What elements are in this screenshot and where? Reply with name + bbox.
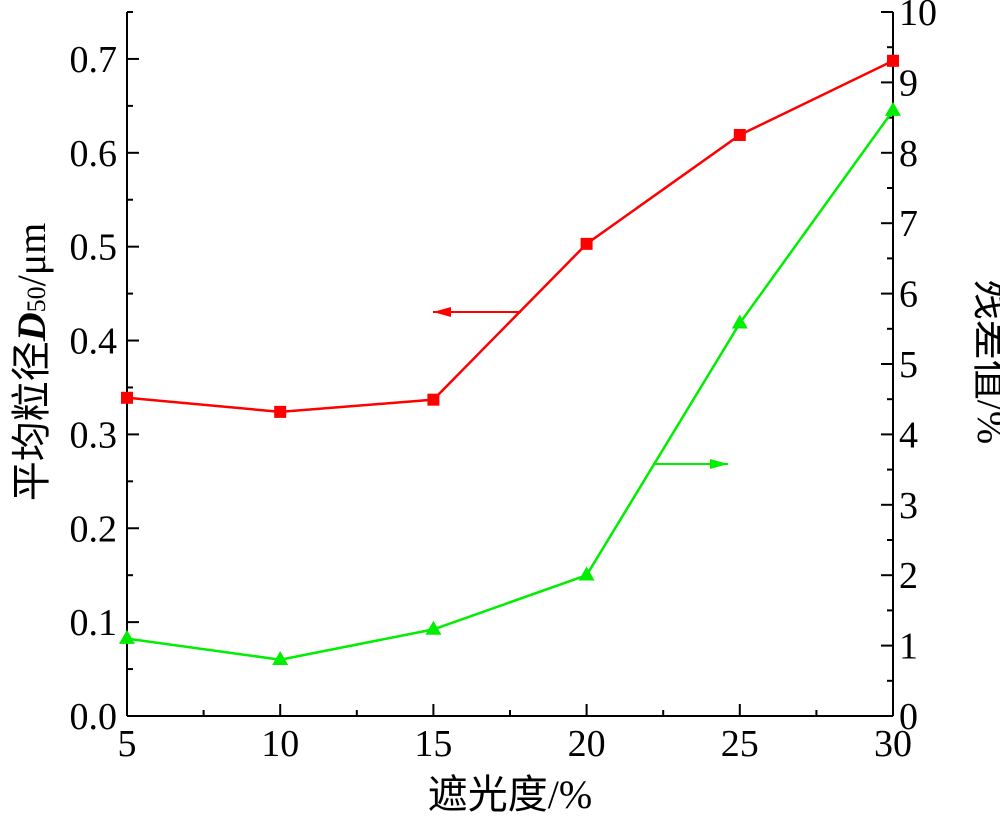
data-point-triangle (731, 314, 748, 329)
right-y-tick-label: 0 (899, 696, 918, 738)
data-point-square (580, 237, 593, 250)
series (119, 54, 901, 665)
left-y-axis-title-sub: 50 (22, 286, 51, 312)
series-residual (119, 101, 901, 665)
x-tick-label: 10 (261, 723, 299, 765)
left-y-tick-label: 0.4 (70, 321, 118, 363)
x-tick-label: 20 (568, 723, 606, 765)
arrow-to-left-axis (433, 307, 521, 317)
left-y-tick-label: 0.3 (70, 414, 118, 456)
left-y-tick-label: 0.5 (70, 227, 118, 269)
left-y-axis-title-prefix: 平均粒径 (9, 341, 54, 501)
left-y-tick-label: 0.0 (70, 696, 118, 738)
x-tick-label: 25 (721, 723, 759, 765)
right-y-tick-label: 10 (899, 0, 937, 34)
right-y-tick-label: 8 (899, 133, 918, 175)
data-point-square (274, 405, 287, 418)
left-y-axis-title: 平均粒径D50/μm (9, 223, 54, 502)
ticks: 5 10 15 20 25 30 0.0 0.1 0.2 0.3 0.4 0.5 0.6 0.7 0 1 2 3 4… (70, 0, 938, 765)
left-y-tick-label: 0.2 (70, 508, 118, 550)
data-point-square (733, 128, 746, 141)
data-point-square (427, 393, 440, 406)
left-y-tick-label: 0.6 (70, 133, 118, 175)
data-point-triangle (272, 651, 289, 665)
right-y-axis-title: 残差值/% (969, 280, 1000, 444)
left-y-axis-title-var: D (9, 312, 54, 342)
x-axis-title: 遮光度/% (428, 772, 592, 817)
left-y-tick-label: 0.1 (70, 602, 118, 644)
x-tick-label: 30 (874, 723, 912, 765)
series-line (126, 59, 894, 414)
data-point-square (887, 54, 899, 67)
arrow-head (710, 459, 728, 469)
data-point-triangle (578, 566, 595, 581)
arrow-to-right-axis (653, 459, 728, 469)
right-y-tick-label: 9 (899, 62, 918, 104)
annotations (433, 307, 728, 469)
right-y-tick-label: 5 (899, 344, 918, 386)
data-point-triangle (885, 101, 901, 116)
x-tick-label: 5 (118, 723, 137, 765)
right-y-tick-label: 3 (899, 485, 918, 527)
data-point-triangle (119, 629, 135, 644)
left-y-tick-label: 0.7 (70, 39, 118, 81)
right-y-tick-label: 7 (899, 203, 918, 245)
x-tick-label: 15 (414, 723, 452, 765)
data-point-triangle (425, 620, 442, 635)
arrow-head (433, 307, 451, 317)
left-y-axis-title-suffix: /μm (9, 223, 54, 287)
right-y-tick-label: 4 (899, 414, 918, 456)
series-d50 (121, 54, 899, 418)
right-y-tick-label: 6 (899, 274, 918, 316)
right-y-tick-label: 1 (899, 626, 918, 668)
series-line (126, 109, 895, 661)
data-point-square (121, 391, 133, 404)
right-y-tick-label: 2 (899, 555, 918, 597)
